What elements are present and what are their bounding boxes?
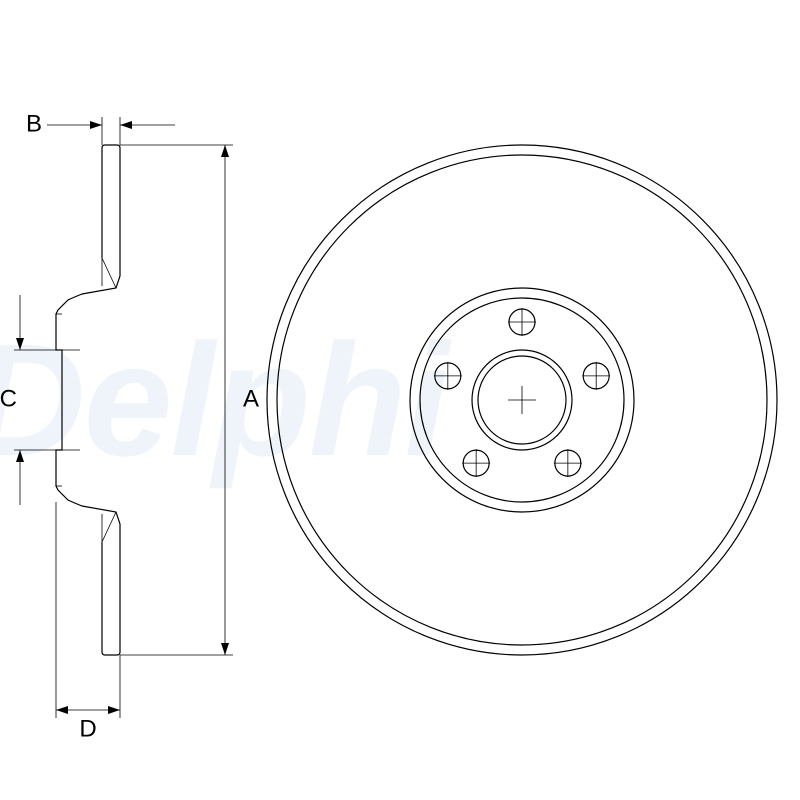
svg-text:B: B — [26, 110, 42, 137]
technical-drawing: A B C D — [0, 0, 800, 800]
svg-text:D: D — [79, 715, 96, 742]
svg-text:A: A — [243, 385, 259, 412]
svg-text:C: C — [0, 385, 17, 412]
